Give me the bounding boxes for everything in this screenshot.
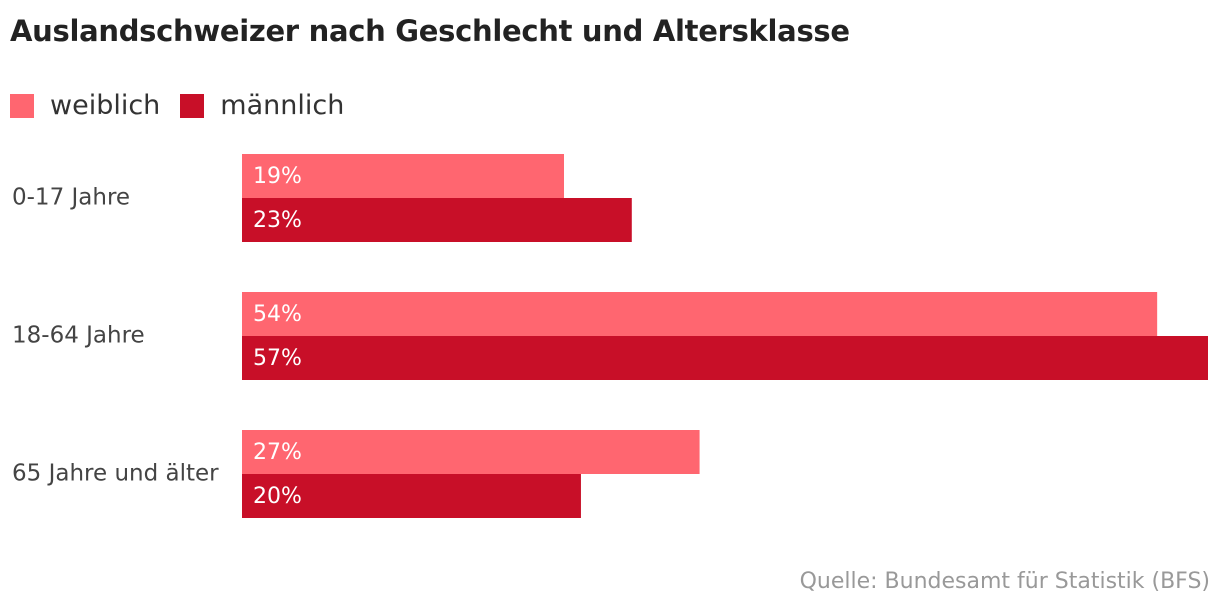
bar-value-label: 54% — [253, 302, 302, 327]
chart-title: Auslandschweizer nach Geschlecht und Alt… — [10, 14, 850, 48]
legend-swatch-maennlich — [180, 93, 205, 118]
category-label-0-17-jahre: 0-17 Jahre — [12, 185, 130, 211]
legend: weiblich männlich — [10, 90, 364, 121]
source-note: Quelle: Bundesamt für Statistik (BFS) — [799, 569, 1210, 594]
legend-item-maennlich: männlich — [180, 90, 344, 121]
legend-item-weiblich: weiblich — [10, 90, 160, 121]
category-label-18-64-jahre: 18-64 Jahre — [12, 323, 145, 349]
legend-swatch-weiblich — [10, 93, 34, 118]
bar-weiblich-18-64-jahre — [242, 292, 1158, 336]
bar-value-label: 20% — [253, 484, 302, 509]
bar-maennlich-65-jahre-und-lter — [242, 474, 581, 518]
bar-maennlich-0-17-jahre — [242, 198, 632, 242]
category-label-65-jahre-und-lter: 65 Jahre und älter — [12, 461, 219, 487]
bar-value-label: 23% — [253, 208, 302, 233]
legend-label-maennlich: männlich — [220, 90, 345, 121]
bar-weiblich-0-17-jahre — [242, 154, 564, 198]
bar-value-label: 27% — [253, 440, 302, 465]
bar-value-label: 57% — [253, 346, 302, 371]
bar-value-label: 19% — [253, 164, 302, 189]
bar-maennlich-18-64-jahre — [242, 336, 1208, 380]
bar-weiblich-65-jahre-und-lter — [242, 430, 700, 474]
legend-label-weiblich: weiblich — [50, 90, 161, 121]
